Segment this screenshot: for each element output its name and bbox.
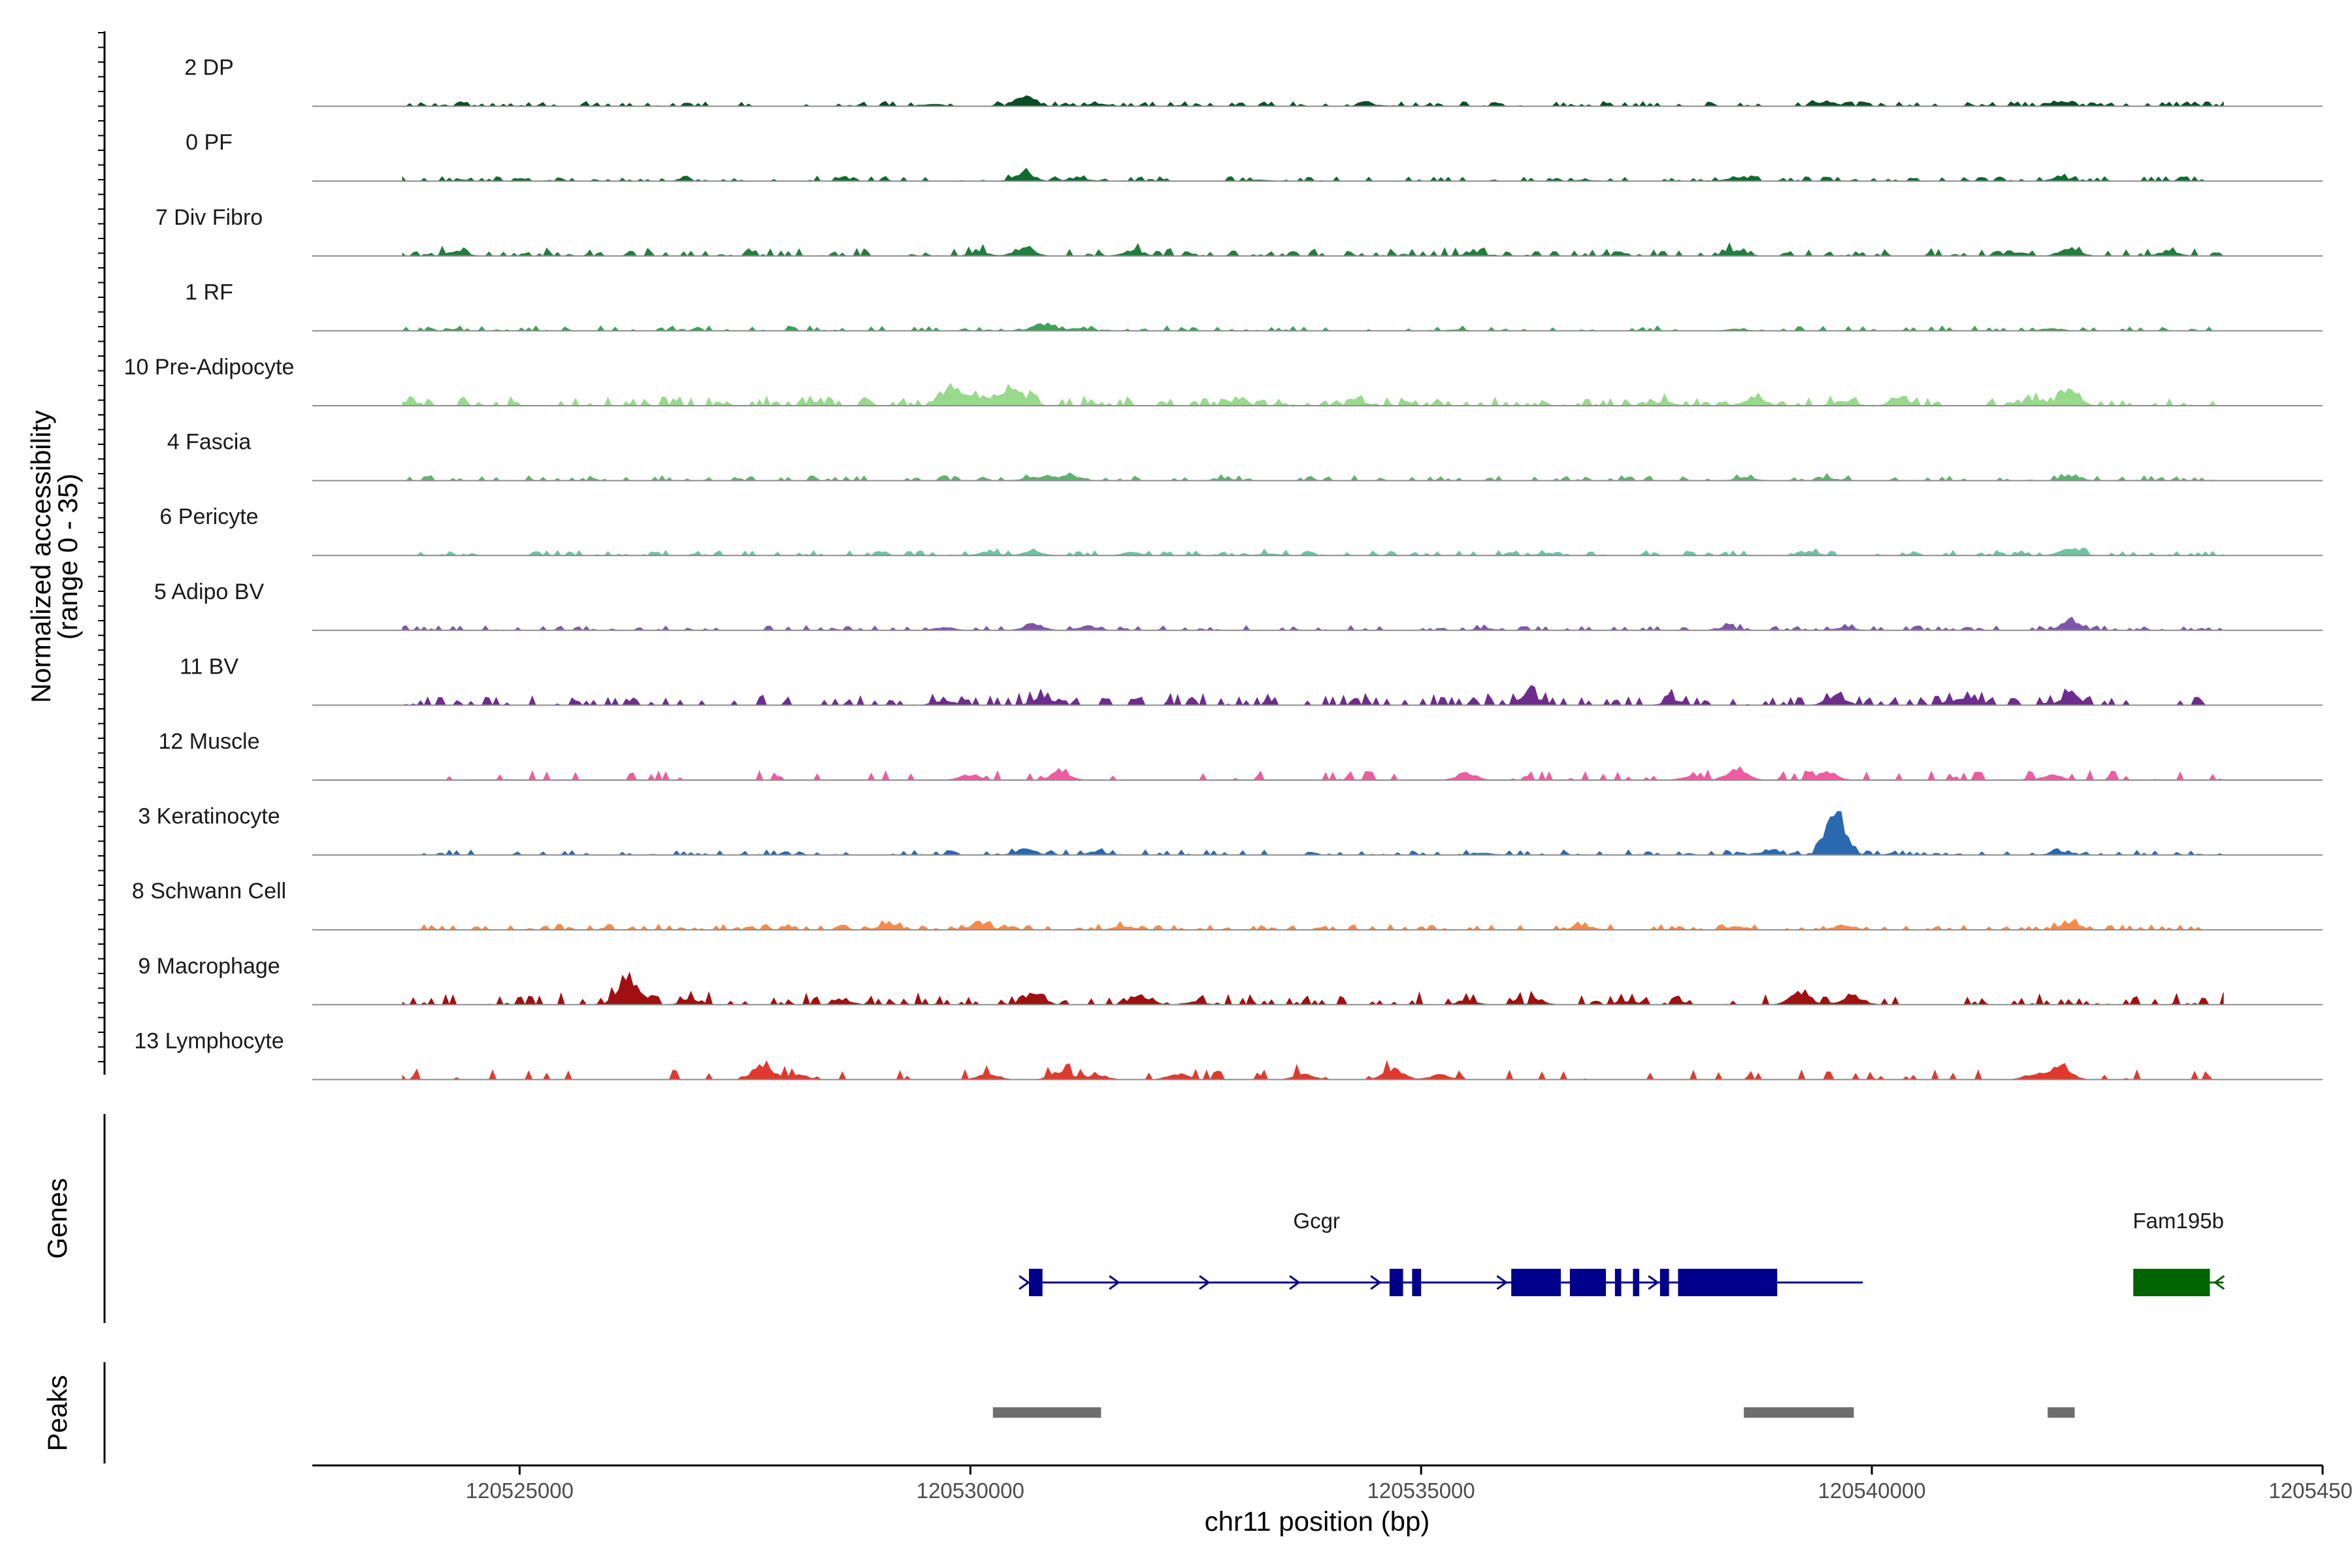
- strand-arrow: [1019, 1275, 1030, 1290]
- track-12-muscle: 12 Muscle: [159, 729, 2323, 781]
- strand-arrow: [1109, 1275, 1120, 1290]
- track-label: 4 Fascia: [167, 430, 252, 455]
- peak-region: [992, 1407, 1102, 1418]
- track-label: 6 Pericyte: [159, 504, 258, 529]
- gene-exon: [1659, 1269, 1669, 1296]
- genes-panel-label: Genes: [42, 1178, 73, 1259]
- coverage-area: [402, 95, 2224, 107]
- gene-label: Fam195b: [2133, 1209, 2224, 1233]
- track-label: 0 PF: [186, 130, 233, 155]
- track-label: 8 Schwann Cell: [132, 879, 286, 904]
- track-9-macrophage: 9 Macrophage: [138, 954, 2323, 1005]
- track-label: 9 Macrophage: [138, 954, 280, 979]
- track-label: 1 RF: [185, 280, 233, 304]
- gene-fam195b: Fam195b: [2133, 1209, 2225, 1296]
- peak-region: [1744, 1407, 1854, 1418]
- gene-exon: [2133, 1269, 2210, 1296]
- x-tick-label: 120545000: [2268, 1478, 2352, 1503]
- track-3-keratinocyte: 3 Keratinocyte: [138, 804, 2323, 856]
- gene-label: Gcgr: [1293, 1209, 1340, 1233]
- strand-arrow: [1289, 1275, 1301, 1290]
- y-axis-ticks: [98, 32, 105, 1062]
- track-label: 3 Keratinocyte: [138, 804, 280, 829]
- gene-exon: [1389, 1269, 1403, 1296]
- coverage-area: [402, 167, 2224, 182]
- coverage-area: [402, 242, 2225, 257]
- x-tick-label: 120525000: [466, 1478, 574, 1503]
- x-axis-ticks: 120525000 120530000 120535000 120540000 1205…: [466, 1465, 2352, 1503]
- track-13-lymphocyte: 13 Lymphocyte: [134, 1028, 2323, 1081]
- track-label: 12 Muscle: [159, 729, 260, 754]
- track-1-rf: 1 RF: [185, 280, 2323, 332]
- strand-arrow: [1595, 1275, 1607, 1290]
- gene-exon: [1511, 1269, 1561, 1296]
- x-tick-label: 120540000: [1818, 1478, 1925, 1503]
- gene-exon: [1028, 1269, 1043, 1296]
- coverage-area: [402, 547, 2224, 556]
- y-axis-left: [98, 31, 106, 1075]
- track-2-dp: 2 DP: [184, 56, 2323, 107]
- strand-arrow: [1648, 1275, 1659, 1290]
- x-axis-title: chr11 position (bp): [1205, 1506, 1430, 1537]
- track-6-pericyte: 6 Pericyte: [159, 504, 2323, 557]
- coverage-area: [402, 322, 2224, 332]
- track-0-pf: 0 PF: [186, 130, 2323, 182]
- gene-exon: [1614, 1269, 1622, 1296]
- track-5-adipo-bv: 5 Adipo BV: [154, 580, 2323, 631]
- strand-arrow: [1199, 1275, 1211, 1290]
- coverage-area: [402, 1060, 2224, 1081]
- track-10-pre-adipocyte: 10 Pre-Adipocyte: [124, 355, 2323, 406]
- y-axis-title-line1: Normalized accessibility: [25, 410, 56, 703]
- gene-gcgr: Gcgr: [1019, 1209, 1863, 1296]
- gene-exon: [1569, 1269, 1607, 1296]
- track-label: 2 DP: [184, 56, 234, 80]
- gene-exon: [1633, 1269, 1640, 1296]
- peaks-panel: [992, 1407, 2075, 1418]
- coverage-area: [402, 685, 2224, 706]
- coverage-area: [402, 383, 2224, 406]
- peaks-panel-label: Peaks: [42, 1375, 73, 1452]
- strand-arrow: [1496, 1275, 1508, 1290]
- gene-annotation-panel: Gcgr Fam195b: [1019, 1209, 2225, 1296]
- gene-exon: [1412, 1269, 1422, 1296]
- gene-exon: [1678, 1269, 1778, 1296]
- coverage-area: [402, 811, 2224, 856]
- coverage-area: [402, 918, 2224, 930]
- track-label: 10 Pre-Adipocyte: [124, 355, 295, 380]
- track-label: 13 Lymphocyte: [134, 1028, 284, 1053]
- coverage-area: [402, 766, 2224, 781]
- track-8-schwann-cell: 8 Schwann Cell: [132, 879, 2323, 931]
- track-label: 11 BV: [180, 654, 238, 679]
- strand-arrow: [2213, 1275, 2225, 1290]
- track-label: 7 Div Fibro: [155, 205, 263, 230]
- x-tick-label: 120530000: [917, 1478, 1024, 1503]
- coverage-tracks: 2 DP 0 PF 7 Div Fibro 1 RF 10 Pre-Adipocyte 4…: [124, 56, 2323, 1081]
- coverage-area: [402, 472, 2224, 482]
- peak-region: [2048, 1407, 2075, 1418]
- strand-arrow: [1370, 1275, 1382, 1290]
- track-11-bv: 11 BV: [180, 654, 2323, 706]
- x-tick-label: 120535000: [1367, 1478, 1475, 1503]
- coverage-area: [402, 616, 2225, 631]
- coverage-area: [402, 972, 2224, 1005]
- track-7-div-fibro: 7 Div Fibro: [155, 205, 2323, 257]
- track-4-fascia: 4 Fascia: [167, 430, 2323, 482]
- y-axis-title-line2: (range 0 - 35): [52, 474, 83, 640]
- track-label: 5 Adipo BV: [154, 580, 265, 604]
